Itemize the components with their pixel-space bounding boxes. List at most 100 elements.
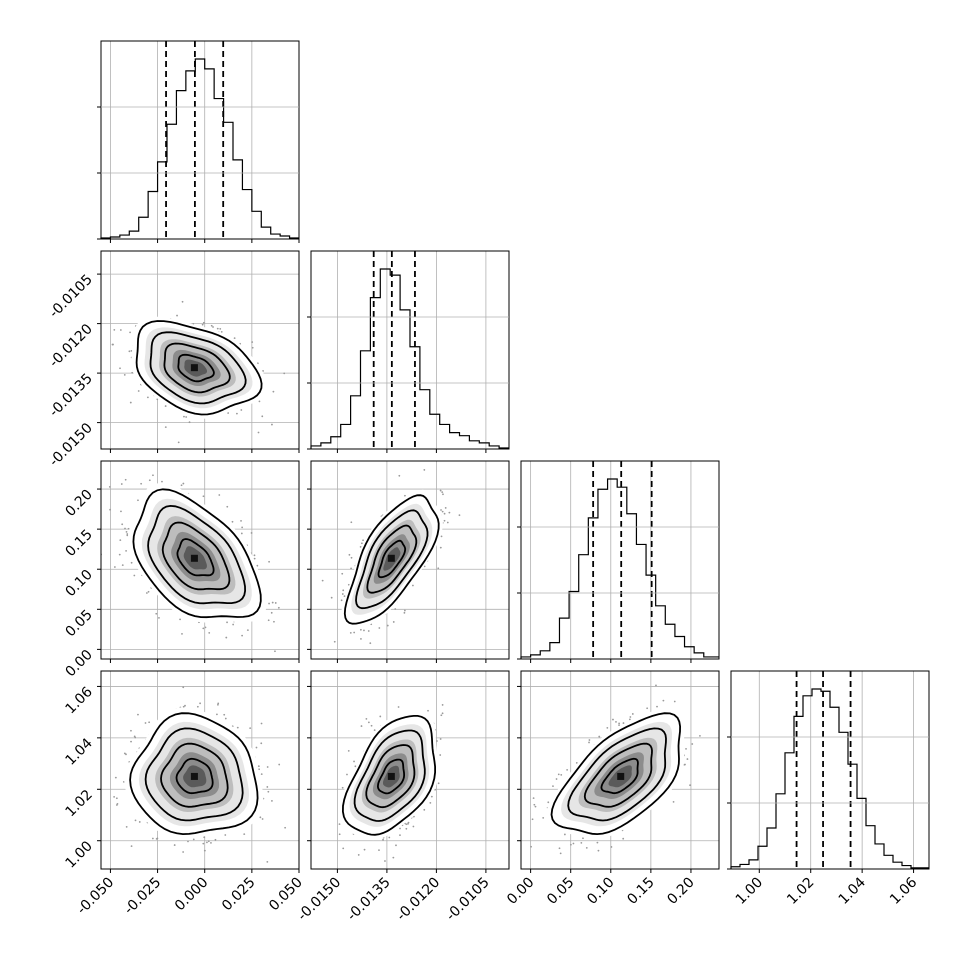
sample-point [111, 343, 114, 346]
sample-point [341, 593, 344, 595]
sample-point [338, 833, 341, 836]
sample-point [437, 567, 440, 570]
sample-point [357, 854, 360, 856]
sample-point [699, 734, 701, 737]
histogram-1 [310, 268, 509, 449]
sample-point [370, 724, 373, 727]
sample-point [255, 746, 258, 749]
sample-point [124, 527, 126, 530]
sample-point [125, 530, 128, 533]
sample-point [440, 535, 443, 538]
sample-point [130, 740, 132, 743]
sample-point [398, 474, 401, 477]
sample-point [321, 579, 324, 582]
sample-point [342, 589, 345, 592]
sample-point [128, 350, 131, 353]
sample-point [284, 826, 287, 829]
sample-point [315, 806, 317, 808]
sample-point [131, 371, 134, 374]
sample-point [350, 567, 352, 570]
sample-point [253, 554, 256, 557]
sample-point [429, 801, 432, 804]
sample-point [367, 721, 370, 724]
sample-point [152, 474, 154, 477]
sample-point [192, 838, 195, 841]
sample-point [340, 599, 343, 602]
panel-2-0 [97, 460, 300, 663]
sample-point [236, 726, 239, 729]
panel-1-0 [97, 250, 300, 453]
sample-point [147, 590, 150, 593]
axes-frame [100, 460, 300, 660]
contour-line-2 [149, 331, 247, 405]
axes-frame [310, 460, 510, 660]
contour-line-2 [144, 727, 244, 822]
sample-point [261, 818, 264, 820]
sample-point [240, 532, 243, 535]
sample-point [403, 609, 406, 612]
sample-point [130, 349, 133, 352]
sample-point [219, 327, 222, 330]
sample-point [427, 709, 429, 712]
contour-line-1 [161, 521, 231, 591]
contour-line-0 [177, 353, 215, 383]
sample-point [125, 549, 127, 552]
sample-point [330, 596, 333, 599]
sample-point [184, 704, 186, 707]
density-peak [190, 554, 198, 562]
sample-point [257, 765, 260, 768]
contour-line-1 [160, 742, 229, 808]
sample-point [359, 628, 362, 631]
contour-line-3 [135, 320, 263, 416]
sample-point [441, 704, 444, 706]
sample-point [158, 616, 160, 619]
sample-point [441, 491, 444, 494]
contour-line-1 [365, 744, 416, 809]
density-peak [190, 364, 198, 372]
sample-point [181, 300, 184, 303]
sample-point [233, 337, 236, 340]
sample-point [379, 715, 382, 718]
panel-3-1 [307, 670, 510, 873]
sample-point [367, 630, 370, 632]
sample-point [439, 738, 442, 740]
sample-point [148, 721, 151, 724]
sample-point [207, 840, 210, 843]
sample-point [217, 702, 220, 705]
sample-point [272, 390, 275, 393]
sample-point [155, 612, 158, 615]
sample-point [134, 819, 137, 822]
sample-point [196, 705, 199, 708]
sample-point [360, 725, 363, 727]
sample-point [405, 823, 408, 826]
sample-point [258, 400, 261, 403]
sample-point [120, 483, 123, 485]
panel-content [111, 300, 286, 444]
sample-point [151, 837, 154, 840]
sample-point [386, 624, 389, 627]
sample-point [179, 618, 181, 621]
sample-point [274, 650, 276, 653]
sample-point [399, 834, 401, 837]
sample-point [164, 405, 167, 407]
sample-point [182, 686, 185, 689]
sample-point [412, 825, 415, 828]
sample-point [360, 542, 363, 545]
sample-point [338, 823, 341, 826]
sample-point [113, 795, 116, 798]
contour-line-1 [163, 342, 231, 394]
contour-line-0 [377, 539, 407, 579]
contour-line-2 [353, 729, 426, 822]
sample-point [183, 415, 185, 418]
sample-point [137, 499, 139, 502]
sample-point [342, 847, 345, 850]
sample-point [113, 328, 116, 331]
histogram-2 [520, 478, 719, 659]
contour-line-0 [176, 538, 215, 577]
sample-point [268, 560, 270, 563]
sample-point [113, 566, 116, 568]
sample-point [241, 634, 244, 637]
sample-point [182, 851, 185, 853]
sample-point [388, 836, 391, 839]
density-peak [190, 772, 198, 780]
